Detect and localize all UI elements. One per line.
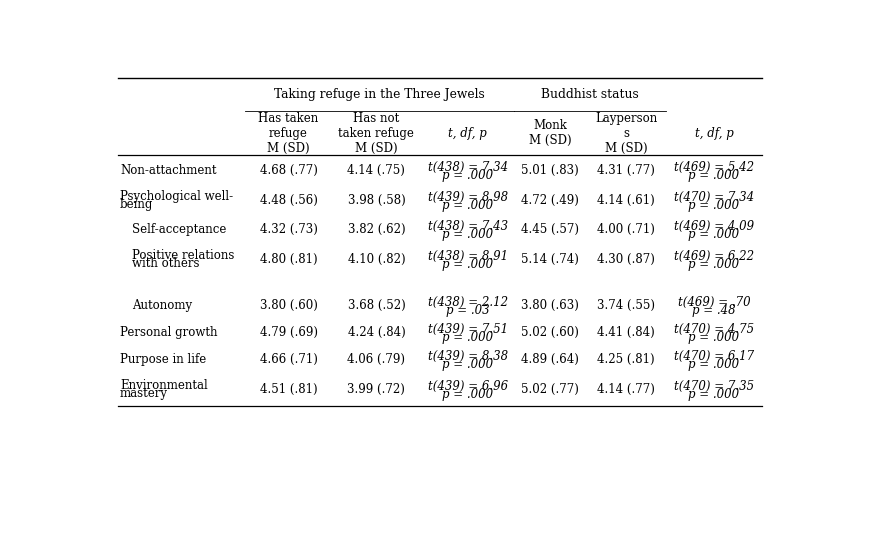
Text: t(469) = 6.22: t(469) = 6.22 (674, 250, 754, 263)
Text: Environmental: Environmental (120, 379, 208, 392)
Text: 3.98 (.58): 3.98 (.58) (348, 194, 405, 207)
Text: p = .000: p = .000 (442, 228, 493, 241)
Text: t, df, p: t, df, p (448, 127, 487, 140)
Text: 4.89 (.64): 4.89 (.64) (522, 353, 580, 366)
Text: p = .000: p = .000 (688, 199, 740, 212)
Text: p = .03: p = .03 (446, 304, 490, 317)
Text: 5.01 (.83): 5.01 (.83) (522, 164, 580, 177)
Text: p = .48: p = .48 (693, 304, 736, 317)
Text: 4.66 (.71): 4.66 (.71) (260, 353, 317, 366)
Text: t(470) = 4.75: t(470) = 4.75 (674, 323, 754, 336)
Text: 5.02 (.77): 5.02 (.77) (522, 383, 580, 396)
Text: p = .000: p = .000 (688, 388, 740, 401)
Text: Has not
taken refuge
M (SD): Has not taken refuge M (SD) (339, 112, 414, 155)
Text: t(469) = 5.42: t(469) = 5.42 (674, 161, 754, 174)
Text: being: being (120, 198, 154, 211)
Text: 4.30 (.87): 4.30 (.87) (597, 253, 655, 266)
Text: p = .000: p = .000 (688, 331, 740, 344)
Text: 4.14 (.75): 4.14 (.75) (348, 164, 405, 177)
Text: t(438) = 8.91: t(438) = 8.91 (428, 250, 508, 263)
Text: 4.14 (.61): 4.14 (.61) (597, 194, 655, 207)
Text: p = .000: p = .000 (442, 258, 493, 271)
Text: 4.31 (.77): 4.31 (.77) (597, 164, 655, 177)
Text: t(439) = 6.96: t(439) = 6.96 (428, 380, 508, 393)
Text: t(469) = .70: t(469) = .70 (677, 295, 750, 308)
Text: Monk
M (SD): Monk M (SD) (529, 119, 572, 147)
Text: 4.48 (.56): 4.48 (.56) (260, 194, 317, 207)
Text: t(439) = 7.51: t(439) = 7.51 (428, 323, 508, 336)
Text: 3.68 (.52): 3.68 (.52) (348, 299, 405, 312)
Text: t, df, p: t, df, p (694, 127, 733, 140)
Text: 3.74 (.55): 3.74 (.55) (597, 299, 655, 312)
Text: t(470) = 6.17: t(470) = 6.17 (674, 350, 754, 363)
Text: Purpose in life: Purpose in life (120, 353, 206, 366)
Text: Non-attachment: Non-attachment (120, 164, 217, 177)
Text: 4.32 (.73): 4.32 (.73) (260, 223, 317, 236)
Text: 3.80 (.63): 3.80 (.63) (522, 299, 580, 312)
Text: Autonomy: Autonomy (132, 299, 193, 312)
Text: 4.06 (.79): 4.06 (.79) (348, 353, 405, 366)
Text: 4.68 (.77): 4.68 (.77) (260, 164, 317, 177)
Text: p = .000: p = .000 (442, 358, 493, 371)
Text: 3.99 (.72): 3.99 (.72) (348, 383, 405, 396)
Text: 5.14 (.74): 5.14 (.74) (522, 253, 580, 266)
Text: Self-acceptance: Self-acceptance (132, 223, 227, 236)
Text: Taking refuge in the Three Jewels: Taking refuge in the Three Jewels (275, 88, 485, 101)
Text: 4.51 (.81): 4.51 (.81) (260, 383, 317, 396)
Text: p = .000: p = .000 (688, 358, 740, 371)
Text: t(438) = 2.12: t(438) = 2.12 (428, 295, 508, 308)
Text: t(438) = 7.34: t(438) = 7.34 (428, 161, 508, 174)
Text: 4.72 (.49): 4.72 (.49) (522, 194, 580, 207)
Text: 3.80 (.60): 3.80 (.60) (260, 299, 317, 312)
Text: Layperson
s
M (SD): Layperson s M (SD) (595, 112, 657, 155)
Text: 4.41 (.84): 4.41 (.84) (597, 326, 655, 339)
Text: p = .000: p = .000 (688, 228, 740, 241)
Text: 4.10 (.82): 4.10 (.82) (348, 253, 405, 266)
Text: Psychological well-: Psychological well- (120, 191, 233, 204)
Text: Buddhist status: Buddhist status (541, 88, 639, 101)
Text: p = .000: p = .000 (442, 199, 493, 212)
Text: 5.02 (.60): 5.02 (.60) (522, 326, 580, 339)
Text: Personal growth: Personal growth (120, 326, 218, 339)
Text: t(470) = 7.35: t(470) = 7.35 (674, 380, 754, 393)
Text: p = .000: p = .000 (688, 258, 740, 271)
Text: 3.82 (.62): 3.82 (.62) (348, 223, 405, 236)
Text: t(470) = 7.34: t(470) = 7.34 (674, 191, 754, 204)
Text: t(439) = 8.98: t(439) = 8.98 (428, 191, 508, 204)
Text: with others: with others (132, 257, 200, 270)
Text: t(439) = 8.38: t(439) = 8.38 (428, 350, 508, 363)
Text: 4.25 (.81): 4.25 (.81) (597, 353, 655, 366)
Text: 4.80 (.81): 4.80 (.81) (260, 253, 317, 266)
Text: p = .000: p = .000 (442, 388, 493, 401)
Text: t(469) = 4.09: t(469) = 4.09 (674, 220, 754, 233)
Text: 4.00 (.71): 4.00 (.71) (597, 223, 655, 236)
Text: 4.14 (.77): 4.14 (.77) (597, 383, 655, 396)
Text: 4.24 (.84): 4.24 (.84) (348, 326, 405, 339)
Text: p = .000: p = .000 (442, 169, 493, 182)
Text: 4.45 (.57): 4.45 (.57) (521, 223, 580, 236)
Text: Positive relations: Positive relations (132, 249, 235, 262)
Text: 4.79 (.69): 4.79 (.69) (260, 326, 317, 339)
Text: p = .000: p = .000 (442, 331, 493, 344)
Text: mastery: mastery (120, 387, 168, 400)
Text: Has taken
refuge
M (SD): Has taken refuge M (SD) (259, 112, 318, 155)
Text: p = .000: p = .000 (688, 169, 740, 182)
Text: t(438) = 7.43: t(438) = 7.43 (428, 220, 508, 233)
